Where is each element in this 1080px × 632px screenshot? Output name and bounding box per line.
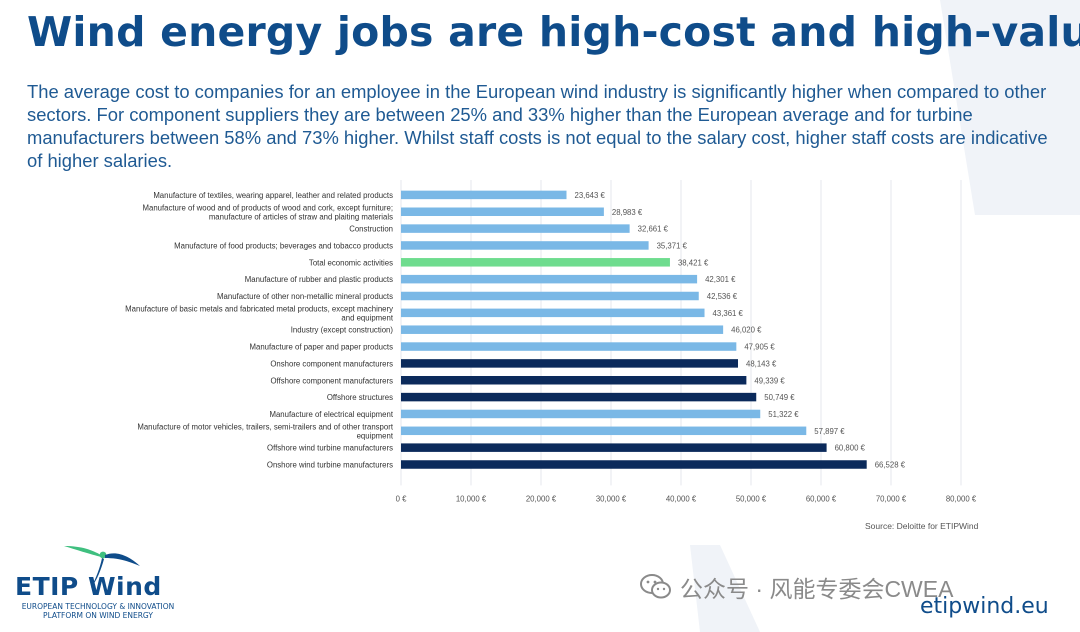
bar-value-label: 50,749 € bbox=[764, 393, 795, 402]
bar bbox=[401, 190, 567, 200]
bar-value-label: 43,361 € bbox=[713, 309, 744, 318]
category-label: Offshore structures bbox=[327, 393, 393, 402]
bar-value-label: 51,322 € bbox=[768, 410, 799, 419]
bar bbox=[401, 325, 724, 334]
category-label: Offshore wind turbine manufacturers bbox=[267, 444, 393, 453]
logo-name: ETIP Wind bbox=[15, 572, 162, 601]
category-label: Offshore component manufacturers bbox=[270, 376, 393, 385]
x-tick-label: 30,000 € bbox=[596, 494, 627, 503]
bar bbox=[401, 443, 827, 452]
bar-value-label: 60,800 € bbox=[835, 444, 866, 453]
category-label: Total economic activities bbox=[309, 258, 393, 267]
bar bbox=[401, 409, 761, 419]
x-tick-label: 10,000 € bbox=[456, 494, 487, 503]
bar bbox=[401, 376, 747, 385]
x-tick-label: 50,000 € bbox=[736, 494, 767, 503]
category-label: Manufacture of electrical equipment bbox=[269, 410, 393, 419]
bar-value-label: 42,301 € bbox=[705, 275, 736, 284]
bar bbox=[401, 274, 698, 284]
bg-shape-top-right bbox=[940, 0, 1080, 215]
bar bbox=[401, 426, 807, 436]
bar-value-label: 35,371 € bbox=[657, 241, 688, 250]
bar-value-label: 23,643 € bbox=[575, 191, 606, 200]
website-link[interactable]: etipwind.eu bbox=[920, 594, 1049, 619]
bar bbox=[401, 392, 757, 402]
bar-value-label: 57,897 € bbox=[814, 427, 845, 436]
bar-value-label: 42,536 € bbox=[707, 292, 738, 301]
bar bbox=[401, 359, 739, 368]
wind-turbine-icon bbox=[64, 546, 140, 588]
x-tick-label: 60,000 € bbox=[806, 494, 837, 503]
x-axis-ticks: 0 € 10,000 € 20,000 € 30,000 € 40,000 € 50,00… bbox=[396, 494, 977, 503]
logo-subtitle-line1: EUROPEAN TECHNOLOGY & INNOVATION bbox=[21, 602, 175, 611]
bar bbox=[401, 460, 867, 469]
bar-value-label: 46,020 € bbox=[731, 326, 762, 335]
x-tick-label: 0 € bbox=[396, 494, 408, 503]
bar-value-label: 48,143 € bbox=[746, 359, 777, 368]
bar-value-label: 66,528 € bbox=[875, 461, 906, 470]
wechat-icon bbox=[640, 574, 671, 599]
x-tick-label: 40,000 € bbox=[666, 494, 697, 503]
category-label: Construction bbox=[349, 225, 393, 234]
wechat-watermark: 公众号 · 风能专委会CWEA bbox=[640, 570, 953, 604]
bar bbox=[401, 308, 705, 318]
bar bbox=[401, 342, 737, 351]
bar-value-label: 49,339 € bbox=[754, 376, 785, 385]
bar bbox=[401, 224, 630, 233]
category-label: Manufacture of other non-metallic minera… bbox=[217, 292, 393, 301]
value-labels: 23,643 € 28,983 € 32,661 € 35,371 € 38,421 €… bbox=[575, 191, 906, 470]
category-label: Manufacture of food products; beverages … bbox=[174, 241, 393, 250]
category-label: Manufacture of basic metals and fabricat… bbox=[125, 304, 394, 322]
staff-cost-bar-chart: Manufacture of textiles, wearing apparel… bbox=[125, 180, 977, 503]
category-labels: Manufacture of textiles, wearing apparel… bbox=[125, 191, 394, 470]
category-label: Manufacture of wood and of products of w… bbox=[142, 203, 393, 221]
category-label: Manufacture of rubber and plastic produc… bbox=[245, 275, 393, 284]
x-tick-label: 20,000 € bbox=[526, 494, 557, 503]
category-label: Onshore wind turbine manufacturers bbox=[267, 461, 393, 470]
bar-value-label: 38,421 € bbox=[678, 258, 709, 267]
category-label: Onshore component manufacturers bbox=[270, 359, 393, 368]
category-label: Manufacture of paper and paper products bbox=[250, 343, 394, 352]
watermark-text: 公众号 · 风能专委会CWEA bbox=[680, 576, 954, 602]
bar bbox=[401, 207, 604, 216]
bar bbox=[401, 258, 670, 267]
x-tick-label: 70,000 € bbox=[876, 494, 907, 503]
slide-title: Wind energy jobs are high-cost and high-… bbox=[27, 8, 1080, 56]
logo-subtitle: EUROPEAN TECHNOLOGY & INNOVATION PLATFOR… bbox=[12, 602, 184, 620]
category-label: Industry (except construction) bbox=[291, 326, 394, 335]
bar-value-label: 47,905 € bbox=[744, 343, 775, 352]
bar bbox=[401, 241, 649, 250]
bar-value-label: 32,661 € bbox=[638, 225, 669, 234]
bars bbox=[401, 190, 867, 469]
category-label: Manufacture of textiles, wearing apparel… bbox=[153, 191, 393, 200]
x-tick-label: 80,000 € bbox=[946, 494, 977, 503]
logo-subtitle-line2: PLATFORM ON WIND ENERGY bbox=[43, 611, 153, 620]
etip-wind-logo[interactable]: ETIP Wind EUROPEAN TECHNOLOGY & INNOVATI… bbox=[12, 544, 192, 624]
bg-shape-bottom bbox=[690, 545, 760, 632]
bar bbox=[401, 291, 699, 301]
category-label: Manufacture of motor vehicles, trailers,… bbox=[137, 422, 394, 440]
intro-paragraph: The average cost to companies for an emp… bbox=[27, 81, 1048, 171]
bar-value-label: 28,983 € bbox=[612, 208, 643, 217]
chart-source: Source: Deloitte for ETIPWind bbox=[865, 521, 979, 531]
